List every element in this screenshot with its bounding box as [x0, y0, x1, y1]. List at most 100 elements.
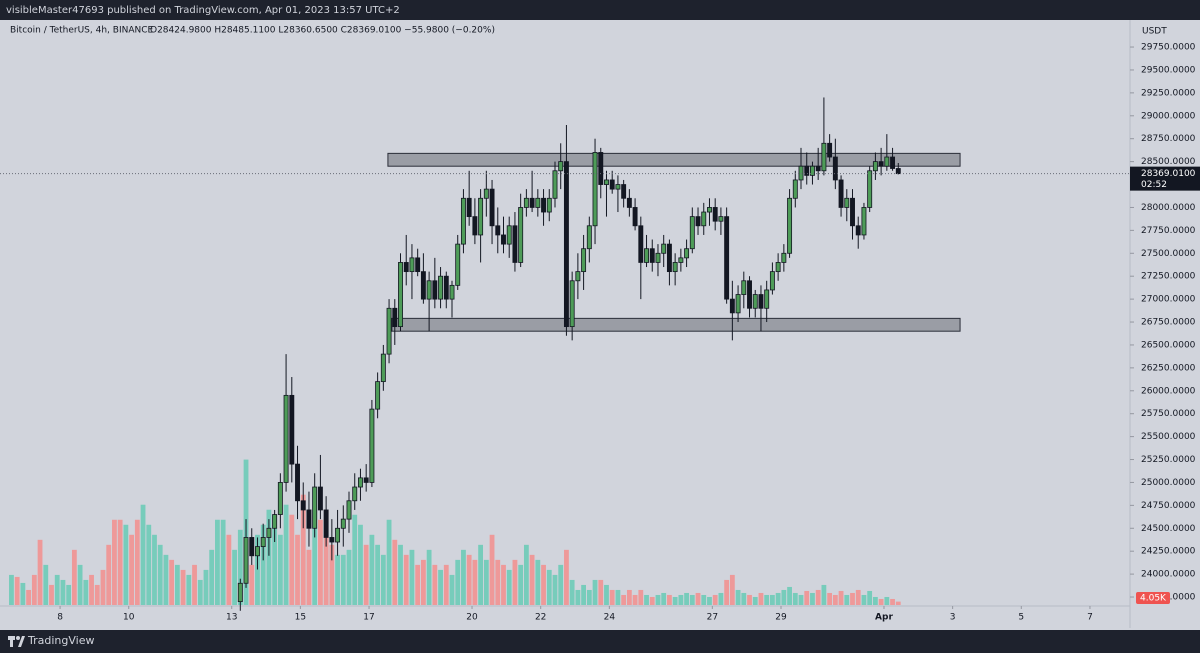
- candle-body: [678, 257, 684, 263]
- candle-body: [712, 207, 718, 222]
- volume-bar: [398, 544, 403, 605]
- candle-body: [501, 234, 506, 245]
- y-tick-label: 25750.0000: [1141, 409, 1196, 419]
- volume-bar: [174, 564, 180, 605]
- candle-body: [306, 509, 312, 529]
- volume-bar: [232, 549, 237, 605]
- candle-body: [512, 225, 518, 263]
- candle-body: [432, 280, 438, 300]
- volume-bar: [501, 564, 506, 605]
- currency: USDT: [1142, 27, 1167, 37]
- volume-bar: [844, 594, 850, 605]
- volume-bar: [197, 579, 203, 605]
- volume-bar: [226, 534, 232, 605]
- volume-bar: [529, 554, 535, 605]
- volume-bar: [523, 544, 529, 605]
- volume-bar: [512, 559, 518, 605]
- volume-bar: [409, 549, 415, 605]
- logo: [8, 636, 25, 647]
- volume-bar: [449, 574, 455, 605]
- y-tick-label: 28000.0000: [1141, 203, 1196, 213]
- y-tick-label: 29000.0000: [1141, 111, 1196, 121]
- candle-body: [649, 248, 655, 263]
- candle-body: [472, 216, 478, 236]
- candle-body: [689, 216, 695, 250]
- candle-body: [661, 243, 667, 254]
- volume-bar: [724, 579, 730, 605]
- publisher: visibleMaster47693 published on TradingV…: [6, 5, 400, 16]
- candle-body: [707, 207, 712, 213]
- volume-bar: [20, 582, 26, 605]
- volume-bar: [386, 519, 392, 605]
- volume-bar: [506, 569, 512, 605]
- y-tick-label: 26500.0000: [1141, 340, 1196, 350]
- candle-body: [809, 165, 815, 176]
- candle-body: [575, 271, 581, 282]
- last-price-box: [1130, 166, 1200, 191]
- candle-body: [850, 197, 855, 227]
- candle-body: [323, 509, 329, 538]
- volume-bar: [872, 596, 878, 605]
- candle-body: [249, 537, 255, 557]
- candle-body: [255, 546, 260, 557]
- candle-body: [386, 307, 392, 355]
- candle-body: [363, 477, 369, 483]
- candle-body: [289, 394, 295, 465]
- candle-body: [821, 142, 827, 172]
- candle-body: [798, 165, 804, 181]
- candle-body: [489, 188, 495, 227]
- y-tick-label: 24250.0000: [1141, 547, 1196, 557]
- volume-bar: [678, 594, 684, 605]
- candle-body: [569, 280, 575, 328]
- volume-label: 4.05K: [1140, 594, 1167, 604]
- candle-body: [752, 294, 758, 309]
- volume-bar: [455, 559, 461, 605]
- volume-bar: [695, 592, 701, 605]
- candle-body: [495, 225, 501, 236]
- candle-body: [878, 161, 884, 167]
- candle-body: [546, 197, 552, 213]
- volume-bar: [712, 594, 718, 605]
- volume-bar: [472, 559, 478, 605]
- volume-bar: [581, 584, 586, 605]
- volume-bar: [306, 549, 312, 605]
- volume-bar: [661, 592, 667, 605]
- volume-bar: [821, 584, 827, 605]
- candle-body: [260, 537, 266, 548]
- volume-bar: [203, 569, 209, 605]
- candle-body: [455, 243, 461, 286]
- x-tick-label: 7: [1087, 613, 1093, 623]
- volume-bar: [420, 559, 426, 605]
- volume-bar: [163, 554, 169, 605]
- y-tick-label: 26000.0000: [1141, 386, 1196, 396]
- volume-bar: [758, 592, 764, 605]
- candle-body: [701, 211, 707, 227]
- volume-bar: [546, 569, 552, 605]
- candle-body: [684, 248, 690, 259]
- candle-body: [346, 500, 352, 520]
- candle-body: [369, 408, 375, 483]
- candle-body: [867, 170, 873, 208]
- volume-bar: [621, 594, 627, 605]
- y-tick-label: 25250.0000: [1141, 455, 1196, 465]
- last-price-label: 28369.0100: [1141, 169, 1196, 179]
- x-tick-label: 15: [295, 613, 306, 623]
- volume-bar: [140, 504, 146, 605]
- candle-body: [792, 179, 798, 199]
- volume-bar: [123, 524, 129, 605]
- volume-bar: [129, 534, 134, 605]
- volume-bar: [689, 594, 695, 605]
- volume-bar: [277, 534, 283, 605]
- volume-bar: [255, 534, 260, 605]
- volume-bar: [655, 594, 661, 605]
- volume-bar: [707, 596, 712, 605]
- volume-bar: [329, 544, 335, 605]
- candle-body: [586, 225, 592, 250]
- candle-body: [775, 262, 781, 273]
- volume-bar: [615, 589, 621, 605]
- volume-bar: [340, 554, 346, 605]
- candle-body: [426, 280, 432, 300]
- volume-bar: [323, 534, 329, 605]
- candle-body: [460, 197, 466, 245]
